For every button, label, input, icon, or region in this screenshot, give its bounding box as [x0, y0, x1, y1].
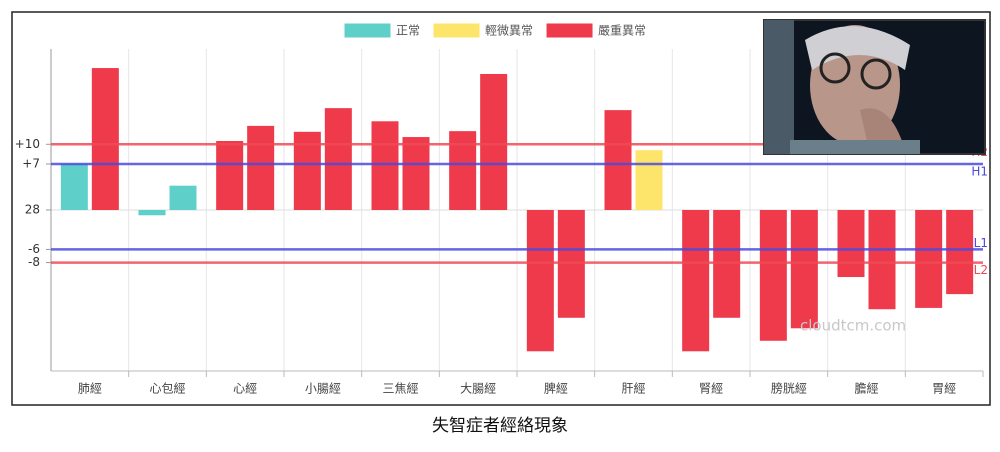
- watermark: cloudtcm.com: [800, 317, 906, 335]
- y-tick-label: -8: [28, 255, 40, 269]
- legend-swatch: [433, 23, 480, 38]
- bar: [759, 210, 787, 341]
- legend-swatch: [344, 23, 391, 38]
- bar: [526, 210, 554, 352]
- legend-label: 嚴重異常: [598, 24, 646, 38]
- bar: [138, 210, 166, 216]
- bar: [790, 210, 818, 329]
- x-tick-label: 胃經: [932, 382, 956, 396]
- y-tick-label: -6: [28, 242, 40, 256]
- bar: [402, 137, 430, 210]
- bar: [713, 210, 741, 318]
- bar: [837, 210, 865, 278]
- bar: [60, 164, 88, 210]
- bar: [682, 210, 710, 352]
- y-tick-label: 28: [25, 203, 40, 217]
- bar: [91, 68, 119, 210]
- bar: [915, 210, 943, 308]
- bar: [449, 131, 477, 210]
- x-tick-label: 膀胱經: [771, 381, 807, 396]
- bar: [324, 108, 352, 210]
- bar: [247, 125, 275, 210]
- legend-label: 正常: [396, 24, 420, 38]
- x-tick-label: 肝經: [621, 382, 645, 396]
- x-tick-label: 脾經: [544, 381, 568, 396]
- x-tick-label: 大腸經: [460, 382, 496, 396]
- x-tick-label: 三焦經: [382, 382, 418, 396]
- x-tick-label: 小腸經: [305, 382, 341, 396]
- photo: [763, 19, 986, 155]
- bar: [480, 73, 508, 210]
- y-tick-label: +10: [15, 137, 40, 151]
- bar: [868, 210, 896, 310]
- x-tick-label: 心經: [233, 382, 257, 396]
- x-tick-label: 肺經: [78, 382, 102, 396]
- legend-swatch: [546, 23, 593, 38]
- bar: [946, 210, 974, 295]
- bar: [371, 121, 399, 210]
- bar: [604, 110, 632, 210]
- bar: [557, 210, 585, 318]
- reference-label: H1: [971, 165, 988, 179]
- bar: [216, 141, 244, 210]
- legend-label: 輕微異常: [485, 24, 533, 38]
- bar: [635, 150, 663, 210]
- plot: +10 +7 28 -6-8 肺經 心包經 心經 小腸經 三焦經 大腸經 脾經 肝經 腎經 膀胱經 膽經 胃經…: [15, 23, 988, 396]
- reference-label: L2: [974, 263, 988, 277]
- y-tick-label: +7: [22, 157, 40, 171]
- reference-label: L1: [974, 236, 988, 250]
- bar: [169, 185, 197, 210]
- caption: 失智症者經絡現象: [432, 416, 568, 436]
- x-tick-label: 膽經: [854, 381, 878, 396]
- x-tick-label: 腎經: [699, 382, 723, 396]
- x-tick-label: 心包經: [149, 382, 185, 396]
